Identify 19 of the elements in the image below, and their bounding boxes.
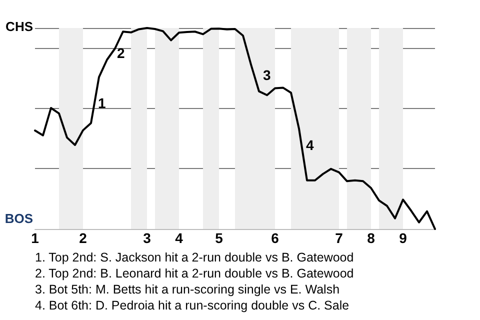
annotation: 4 — [306, 137, 314, 153]
text: BOS — [4, 211, 34, 226]
text: 2. Top 2nd: B. Leonard hit a 2-run double vs B. Gatewood — [35, 266, 354, 280]
text: 3. Bot 5th: M. Betts hit a run-scoring single vs E. Walsh — [35, 282, 340, 296]
text: 4. Bot 6th: D. Pedroia hit a run-scoring double vs C. Sale — [35, 298, 350, 312]
x-tick-label: 5 — [215, 230, 224, 246]
x-tick-label: 8 — [367, 230, 376, 246]
x-tick-label: 9 — [399, 230, 408, 246]
x-tick-label: 4 — [175, 230, 184, 246]
annotation: 2 — [117, 45, 125, 61]
x-tick-label: 3 — [143, 230, 152, 246]
annotation: 3 — [263, 67, 271, 83]
annotation: 1 — [98, 95, 106, 111]
x-tick-label: 7 — [335, 230, 344, 246]
text: CHS — [6, 19, 34, 34]
x-tick-label: 1 — [31, 230, 40, 246]
text: 1. Top 2nd: S. Jackson hit a 2-run double vs B. Gatewood — [35, 250, 354, 264]
x-tick-label: 2 — [79, 230, 88, 246]
x-tick-label: 6 — [271, 230, 280, 246]
